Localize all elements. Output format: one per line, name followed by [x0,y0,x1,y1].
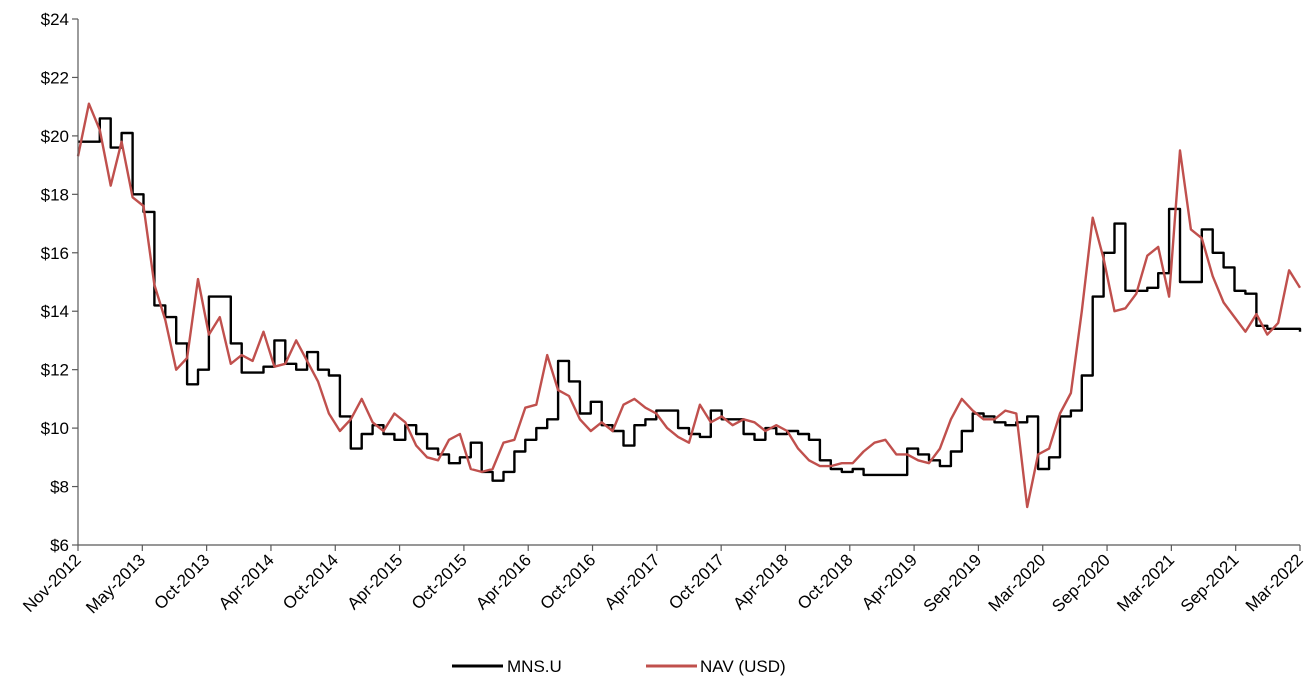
y-tick-label: $24 [41,10,69,29]
x-tick-label: Apr-2016 [472,550,535,613]
x-tick-label: May-2013 [82,550,149,617]
series-line-nav-usd [76,102,1302,509]
x-tick-label: Apr-2014 [215,550,278,613]
x-tick-label: Apr-2018 [729,550,792,613]
y-tick-label: $22 [41,68,69,87]
y-tick-label: $18 [41,185,69,204]
x-tick-label: Oct-2013 [151,550,214,613]
series-line-mns-u [78,117,1302,482]
y-tick-label: $16 [41,244,69,263]
legend-label: NAV (USD) [700,657,786,676]
y-tick-label: $20 [41,127,69,146]
x-tick-label: Sep-2020 [1048,550,1114,616]
x-tick-label: Oct-2018 [794,550,857,613]
y-tick-label: $8 [50,478,69,497]
series-layer [76,102,1302,509]
x-tick-label: Mar-2022 [1242,550,1307,615]
x-tick-label: Sep-2019 [920,550,986,616]
x-tick-label: Mar-2020 [985,550,1050,615]
x-tick-label: Oct-2017 [665,550,728,613]
x-tick-label: Mar-2021 [1113,550,1178,615]
y-axis-ticks: $6 $8 $10 $12 $14 $16 $18 $20 $22 $24 [41,10,78,555]
legend: MNS.U NAV (USD) [452,657,786,676]
x-tick-label: Sep-2021 [1177,550,1243,616]
x-tick-label: Apr-2019 [858,550,921,613]
y-tick-label: $14 [41,302,69,321]
x-tick-label: Apr-2015 [344,550,407,613]
x-tick-label: Oct-2014 [279,550,342,613]
legend-label: MNS.U [507,657,562,676]
x-tick-label: Oct-2015 [408,550,471,613]
x-tick-label: Nov-2012 [19,550,85,616]
x-tick-label: Apr-2017 [601,550,664,613]
x-tick-label: Oct-2016 [536,550,599,613]
y-tick-label: $6 [50,536,69,555]
y-tick-label: $10 [41,419,69,438]
y-tick-label: $12 [41,361,69,380]
